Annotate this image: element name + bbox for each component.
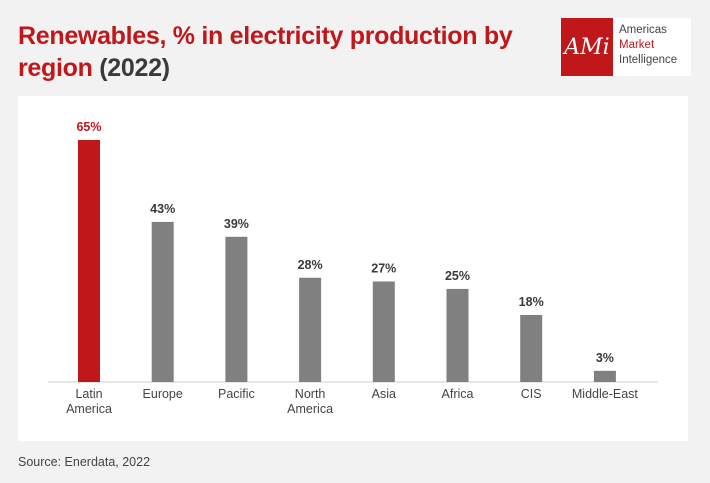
category-label-4: Asia <box>372 387 396 401</box>
bar-5 <box>446 288 469 382</box>
logo-wordmark: Americas Market Intelligence <box>613 18 677 76</box>
category-label-2: Pacific <box>218 387 255 401</box>
logo-line-1: Americas <box>619 24 667 36</box>
logo-line-3: Intelligence <box>619 54 678 66</box>
data-label-4: 27% <box>371 261 396 275</box>
data-label-0: 65% <box>76 120 101 134</box>
data-label-2: 39% <box>224 217 249 231</box>
bar-1 <box>151 221 174 382</box>
data-label-7: 3% <box>596 351 614 365</box>
chart-title: Renewables, % in electricity production … <box>18 20 518 84</box>
bar-2 <box>225 236 248 382</box>
data-label-3: 28% <box>298 258 323 272</box>
source-note: Source: Enerdata, 2022 <box>18 455 151 469</box>
logo-line-2: Market <box>619 39 655 51</box>
bar-6 <box>520 314 543 382</box>
data-label-6: 18% <box>519 295 544 309</box>
bar-4 <box>372 281 395 382</box>
bar-3 <box>299 277 322 382</box>
chart-title-main: Renewables, % in electricity production … <box>18 22 513 82</box>
category-label-6: CIS <box>521 387 542 401</box>
bar-7 <box>593 370 616 382</box>
bar-0 <box>78 140 100 382</box>
data-label-5: 25% <box>445 269 470 283</box>
chart-panel: 65% Latin America 43% Europe 39% Pacific 28% Nor… <box>18 96 688 441</box>
ami-logo: AMi Americas Market Intelligence <box>561 18 691 76</box>
category-label-1: Europe <box>143 387 183 401</box>
category-label-3: North America <box>287 387 333 416</box>
data-label-1: 43% <box>150 202 175 216</box>
category-label-0: Latin America <box>66 387 112 416</box>
chart-title-year: (2022) <box>99 54 170 82</box>
logo-mark: AMi <box>561 18 613 76</box>
bar-chart: 65% Latin America 43% Europe 39% Pacific 28% Nor… <box>48 120 658 416</box>
category-label-7: Middle-East <box>572 387 639 401</box>
category-label-5: Africa <box>442 387 474 401</box>
